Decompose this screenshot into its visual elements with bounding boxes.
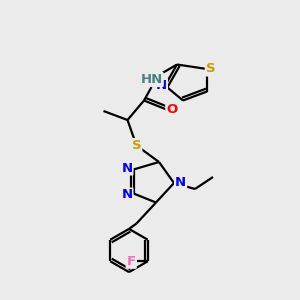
Text: F: F [127,255,136,268]
Text: N: N [121,188,133,202]
Text: N: N [175,176,186,190]
Text: HN: HN [140,73,163,86]
Text: O: O [166,103,178,116]
Text: N: N [121,161,133,175]
Text: S: S [206,62,215,76]
Text: N: N [156,79,167,92]
Text: S: S [132,139,141,152]
